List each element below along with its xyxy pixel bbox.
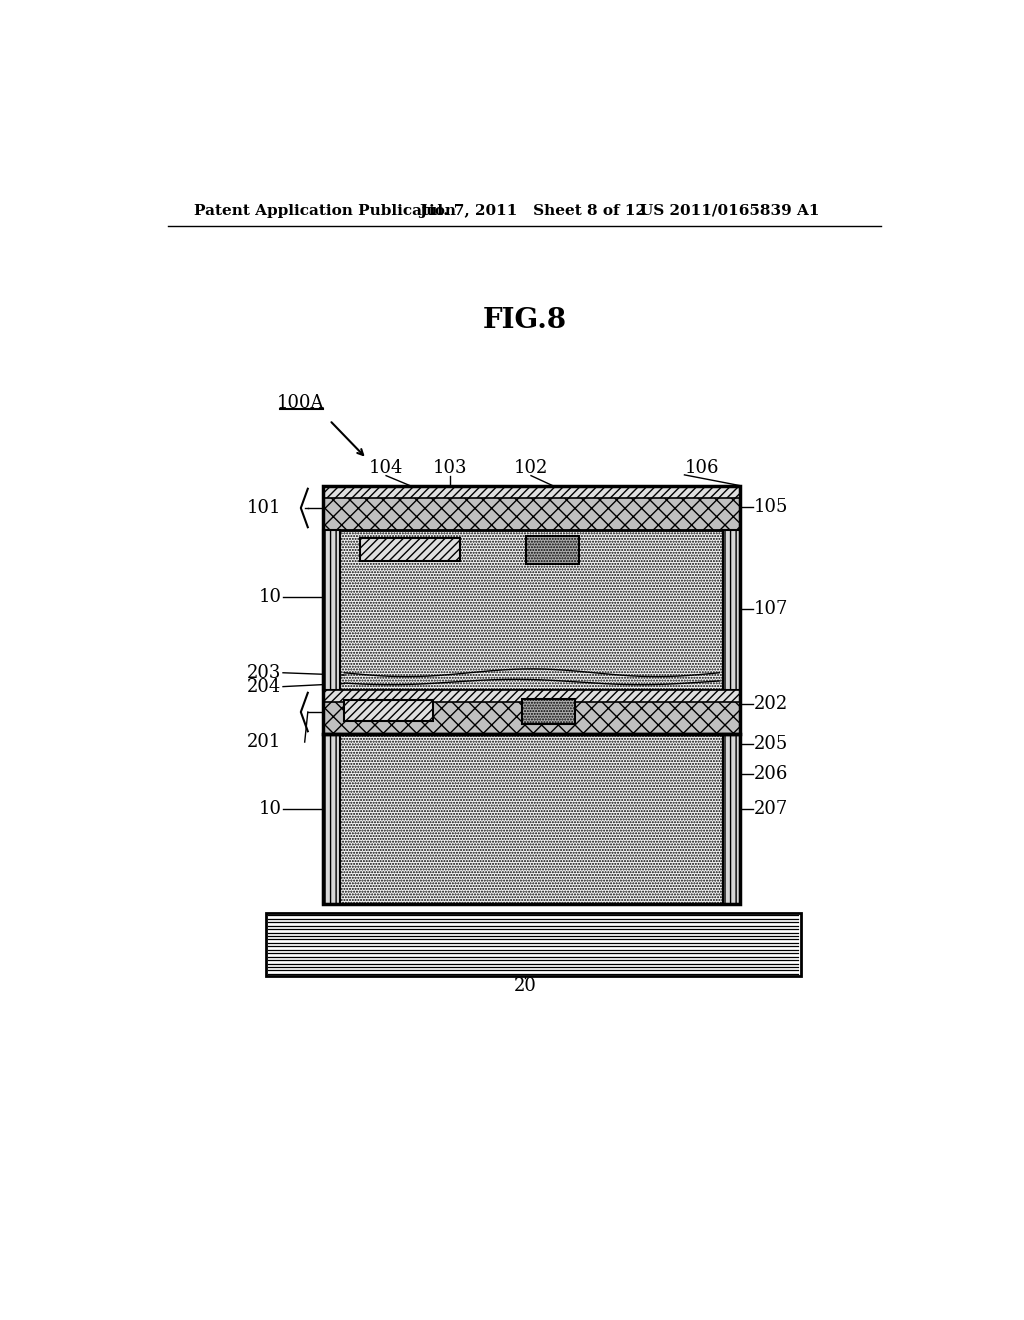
Bar: [340, 734, 723, 904]
Bar: [526, 536, 579, 564]
Bar: [723, 531, 740, 689]
Text: 102: 102: [514, 459, 548, 477]
Bar: [324, 734, 340, 904]
Bar: [522, 700, 575, 723]
Text: 202: 202: [755, 694, 788, 713]
Text: 103: 103: [432, 459, 467, 477]
Text: 204: 204: [247, 677, 282, 696]
Bar: [324, 689, 740, 734]
Text: 20: 20: [513, 977, 537, 995]
Text: 107: 107: [755, 599, 788, 618]
Text: 105: 105: [755, 498, 788, 516]
Text: 207: 207: [755, 800, 788, 818]
Bar: [324, 531, 340, 689]
Bar: [340, 531, 723, 689]
Text: 101: 101: [247, 499, 282, 517]
Text: 100A: 100A: [276, 395, 324, 412]
Text: US 2011/0165839 A1: US 2011/0165839 A1: [640, 203, 819, 218]
Bar: [324, 486, 740, 734]
Bar: [324, 486, 740, 498]
Text: Patent Application Publication: Patent Application Publication: [194, 203, 456, 218]
Bar: [266, 913, 801, 977]
Text: 10: 10: [258, 800, 282, 818]
Text: 106: 106: [684, 459, 719, 477]
Text: 104: 104: [369, 459, 403, 477]
Text: Jul. 7, 2011   Sheet 8 of 12: Jul. 7, 2011 Sheet 8 of 12: [419, 203, 645, 218]
Text: 201: 201: [247, 733, 282, 751]
Text: 203: 203: [247, 664, 282, 681]
Text: 10: 10: [258, 589, 282, 606]
Text: 205: 205: [755, 735, 788, 752]
Text: FIG.8: FIG.8: [482, 306, 567, 334]
Bar: [324, 486, 740, 531]
Bar: [723, 734, 740, 904]
Text: 206: 206: [755, 766, 788, 783]
Bar: [324, 734, 740, 904]
Bar: [344, 701, 433, 721]
Bar: [359, 539, 461, 561]
Bar: [324, 689, 740, 702]
